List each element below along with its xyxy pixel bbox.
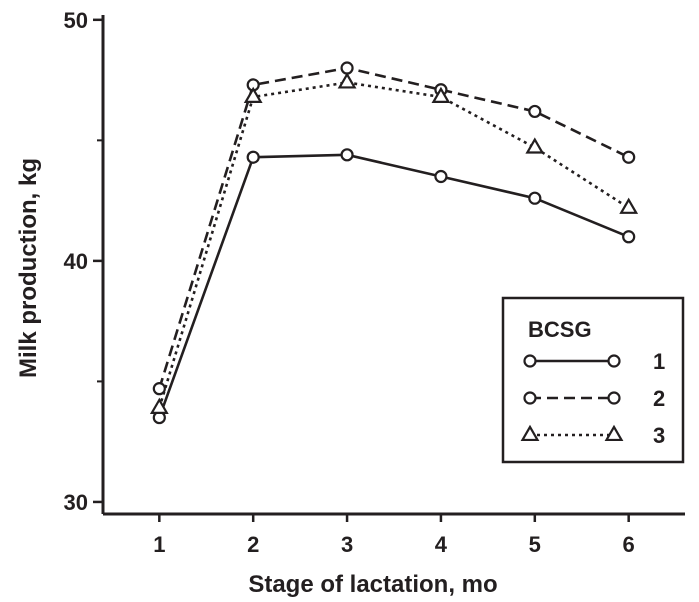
series-1-point [246, 150, 260, 164]
y-tick-label: 30 [64, 490, 88, 515]
y-tick-label: 40 [64, 249, 88, 274]
series-2-line [158, 66, 630, 390]
legend-entry-2: 2 [523, 386, 665, 411]
series-1-point [434, 169, 448, 184]
series-1-point [528, 191, 542, 205]
series-3-point [619, 197, 639, 214]
series-1-point [622, 230, 636, 244]
legend-label: 3 [653, 423, 665, 448]
x-tick-label: 5 [529, 532, 541, 557]
series-3-point [337, 72, 357, 89]
legend-label: 2 [653, 386, 665, 411]
series-2 [152, 61, 636, 396]
legend-marker [523, 354, 537, 368]
legend-label: 1 [653, 349, 665, 374]
legend-marker [523, 391, 537, 405]
series-3-point [431, 86, 451, 104]
legend: BCSG 1 2 3 [501, 296, 685, 464]
series-3 [149, 72, 639, 414]
series-3-point [243, 86, 263, 104]
legend-marker [607, 354, 621, 368]
x-axis-title: Stage of lactation, mo [248, 571, 497, 598]
x-tick-label: 4 [435, 532, 448, 557]
legend-entry-1: 1 [523, 349, 665, 374]
legend-entry-3: 3 [520, 423, 665, 448]
legend-marker [607, 391, 621, 405]
x-tick-label: 6 [623, 532, 635, 557]
ticks: 1 2 3 4 5 6 30 40 50 [64, 8, 635, 557]
series-1 [152, 148, 636, 425]
x-tick-label: 3 [341, 532, 353, 557]
legend-title: BCSG [528, 317, 592, 342]
y-axis-title: Milk production, kg [15, 158, 42, 378]
x-tick-label: 2 [247, 532, 259, 557]
series-1-line [158, 153, 630, 419]
axes [101, 15, 685, 516]
series-group [149, 61, 639, 425]
x-tick-label: 1 [153, 532, 165, 557]
legend-marker [604, 424, 624, 442]
series-2-point [622, 150, 636, 164]
y-tick-label: 50 [64, 8, 88, 33]
series-2-point [152, 382, 166, 396]
series-1-point [340, 148, 354, 162]
series-3-point [149, 397, 169, 414]
series-3-point [525, 137, 545, 154]
series-2-point [528, 104, 542, 119]
legend-marker [520, 424, 540, 442]
series-2-point [340, 61, 354, 75]
